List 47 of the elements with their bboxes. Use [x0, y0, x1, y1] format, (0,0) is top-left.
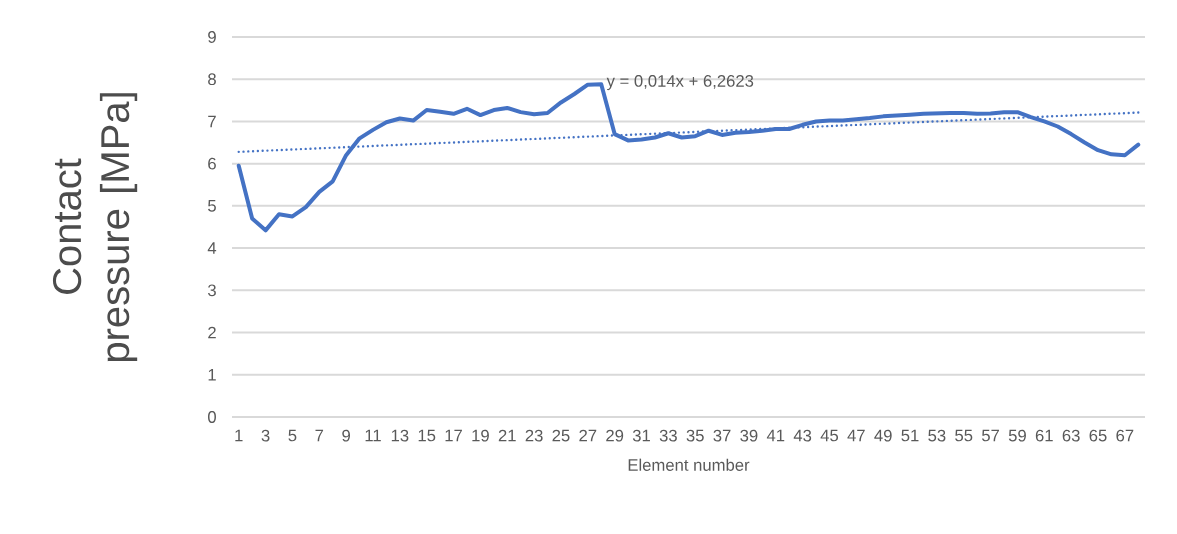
y-tick-label: 3: [207, 284, 216, 297]
x-tick-label: 63: [1062, 429, 1080, 442]
x-tick-label: 15: [418, 429, 436, 442]
y-tick-label: 2: [208, 326, 216, 339]
x-tick-label: 45: [820, 429, 839, 442]
x-tick-label: 9: [342, 429, 350, 442]
y-tick-label: 4: [207, 242, 217, 254]
x-tick-label: 35: [686, 429, 704, 442]
y-tick-label: 9: [208, 31, 216, 43]
x-tick-label: 37: [713, 429, 731, 442]
x-tick-label: 59: [1008, 429, 1026, 442]
x-tick-label: 47: [847, 429, 865, 442]
x-tick-label: 57: [981, 429, 1000, 442]
x-tick-label: 49: [874, 429, 892, 442]
x-tick-label: 43: [793, 429, 812, 442]
x-tick-label: 21: [498, 429, 516, 442]
x-tick-label: 53: [928, 429, 946, 442]
x-tick-label: 23: [525, 429, 543, 442]
x-tick-label: 55: [955, 429, 973, 442]
x-axis-title: Element number: [628, 458, 750, 471]
y-tick-label: 1: [208, 369, 216, 381]
x-tick-label: 17: [445, 429, 462, 442]
x-tick-label: 1: [235, 429, 243, 442]
y-tick-label: 5: [208, 200, 216, 212]
x-tick-label: 27: [579, 429, 597, 442]
x-tick-label: 51: [901, 429, 919, 442]
x-tick-label: 11: [365, 429, 381, 442]
x-tick-label: 25: [552, 429, 570, 442]
x-tick-label: 61: [1035, 429, 1053, 442]
x-tick-label: 67: [1116, 429, 1134, 442]
x-tick-label: 19: [472, 429, 489, 442]
x-tick-label: 7: [315, 429, 324, 442]
x-tick-label: 5: [288, 429, 297, 442]
y-tick-label: 6: [208, 157, 216, 170]
annotation: y = 0,014x + 6,2623: [606, 75, 754, 91]
y-tick-label: 7: [208, 115, 216, 128]
x-tick-label: 29: [606, 429, 624, 442]
x-tick-label: 33: [659, 429, 677, 442]
y-tick-label: 8: [208, 73, 216, 86]
x-tick-label: 39: [740, 429, 758, 442]
x-tick-label: 13: [391, 429, 409, 442]
y-tick-label: 0: [208, 411, 216, 423]
y-axis-title: Contact pressure [MPa]: [52, 93, 138, 362]
x-tick-label: 31: [632, 429, 650, 442]
x-tick-label: 65: [1089, 429, 1107, 442]
x-tick-label: 3: [261, 429, 270, 442]
x-tick-label: 41: [766, 429, 785, 442]
